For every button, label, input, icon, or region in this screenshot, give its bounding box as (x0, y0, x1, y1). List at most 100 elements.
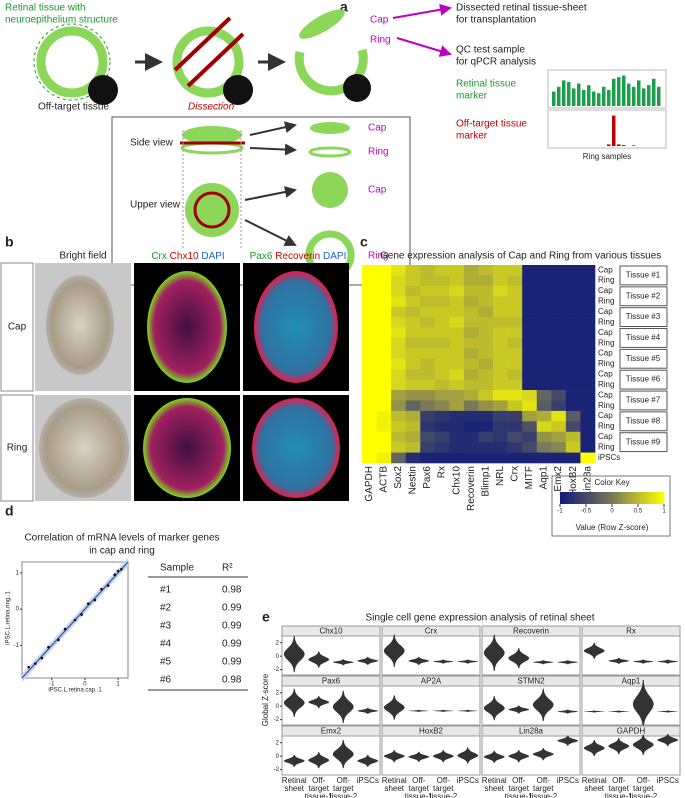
heatmap-cell (362, 442, 377, 453)
text: Dissected retinal tissue-sheet (456, 3, 587, 14)
heatmap-cell (376, 348, 392, 360)
cap-shape (299, 9, 345, 39)
key-swatch (617, 492, 621, 504)
heatmap-cell (434, 327, 450, 339)
heatmap-cell (405, 348, 421, 360)
bar (607, 144, 611, 146)
x-label: Off- (337, 776, 351, 785)
violin (457, 747, 479, 764)
table-header: Sample (160, 563, 194, 574)
violin (308, 752, 330, 769)
heatmap-cell (536, 358, 552, 370)
cut-line (186, 32, 245, 88)
violin (332, 740, 354, 769)
violin (608, 657, 630, 664)
heatmap-cell (551, 442, 567, 453)
heatmap-cell (420, 431, 436, 443)
heatmap-cell (434, 442, 450, 453)
heatmap-cell (536, 285, 552, 297)
text: Ring samples (583, 152, 631, 161)
heatmap-cell (420, 337, 436, 349)
ring-shape (308, 146, 352, 158)
key-swatch (560, 492, 563, 504)
violin (532, 660, 554, 665)
heatmap-cell (362, 358, 377, 370)
heatmap-cell (391, 337, 406, 349)
mini-bars (552, 75, 661, 146)
text: for qPCR analysis (456, 57, 536, 68)
violin (408, 751, 430, 762)
x-label: Retinal (582, 776, 607, 785)
heatmap-cell (434, 431, 450, 443)
text: Off-target tissue (456, 119, 527, 130)
table-cell: 0.98 (222, 675, 242, 686)
heatmap-cell (362, 369, 377, 380)
stain: Recoverin (275, 251, 320, 262)
table-cell: #3 (160, 621, 172, 632)
heatmap-cell (565, 317, 581, 328)
table-cell: 0.99 (222, 657, 242, 668)
heatmap-cell (565, 369, 581, 380)
violin (508, 648, 530, 669)
point (73, 618, 77, 622)
violin (557, 709, 579, 714)
heatmap-cell (449, 327, 465, 339)
bar (642, 88, 646, 106)
key-swatch (653, 492, 657, 504)
bar (557, 86, 561, 106)
heatmap-cell (362, 379, 377, 391)
heatmap-cell (376, 265, 392, 276)
x-tick-label: -1 (49, 682, 55, 688)
heatmap-cell (405, 275, 421, 287)
heatmap-cell (507, 306, 523, 318)
heatmap-cell (565, 275, 581, 287)
heatmap-cell (434, 285, 450, 297)
violin (608, 738, 630, 755)
title: Single cell gene expression analysis of … (365, 613, 594, 624)
heatmap-cell (493, 327, 508, 339)
heatmap-cell (493, 285, 508, 297)
image-content (143, 398, 231, 498)
table-cell: #1 (160, 585, 172, 596)
y-tick-label: 1 (16, 570, 20, 576)
heatmap-cell (449, 306, 465, 318)
heatmap-cell (434, 358, 450, 370)
heatmap-cell (565, 410, 581, 422)
point (113, 573, 117, 576)
heatmap-cell (391, 306, 406, 318)
heatmap-cell (478, 410, 494, 422)
heatmap-cell (434, 379, 450, 391)
y-label: Global Z-score (261, 673, 270, 726)
heatmap-cell (449, 337, 465, 349)
heatmap-cell (551, 452, 567, 464)
x-label: target (333, 784, 354, 793)
facet-frame (581, 685, 681, 726)
key-tick-label: -0.5 (581, 509, 592, 515)
key-swatch (593, 492, 597, 504)
image-content (46, 275, 114, 375)
heatmap-cell (507, 379, 523, 391)
heatmap-cell (434, 275, 450, 287)
gene-label: Pax6 (422, 466, 433, 489)
stain: Chx10 (170, 251, 199, 262)
gene-label: HoxB2 (568, 466, 579, 496)
heatmap-cell (449, 369, 465, 380)
bar (657, 86, 661, 106)
heatmap-cell (522, 327, 538, 339)
heatmap-cell (434, 337, 450, 349)
heatmap-cell (536, 442, 552, 453)
facet-label: Recoverin (513, 627, 549, 636)
gene-label: NRL (495, 466, 506, 486)
text: Ring (368, 251, 389, 262)
image-content (252, 398, 340, 498)
heatmap-cell (565, 296, 581, 307)
bar (652, 78, 656, 106)
y-tick-label: 0 (276, 704, 280, 710)
heatmap-cell (391, 275, 406, 287)
heatmap-cell (463, 337, 479, 349)
violin (657, 710, 679, 713)
x-label: Off- (412, 776, 426, 785)
tissue-label: Tissue #8 (626, 416, 661, 425)
facet-label: AP2A (421, 677, 442, 686)
heatmap-cell (580, 317, 596, 328)
